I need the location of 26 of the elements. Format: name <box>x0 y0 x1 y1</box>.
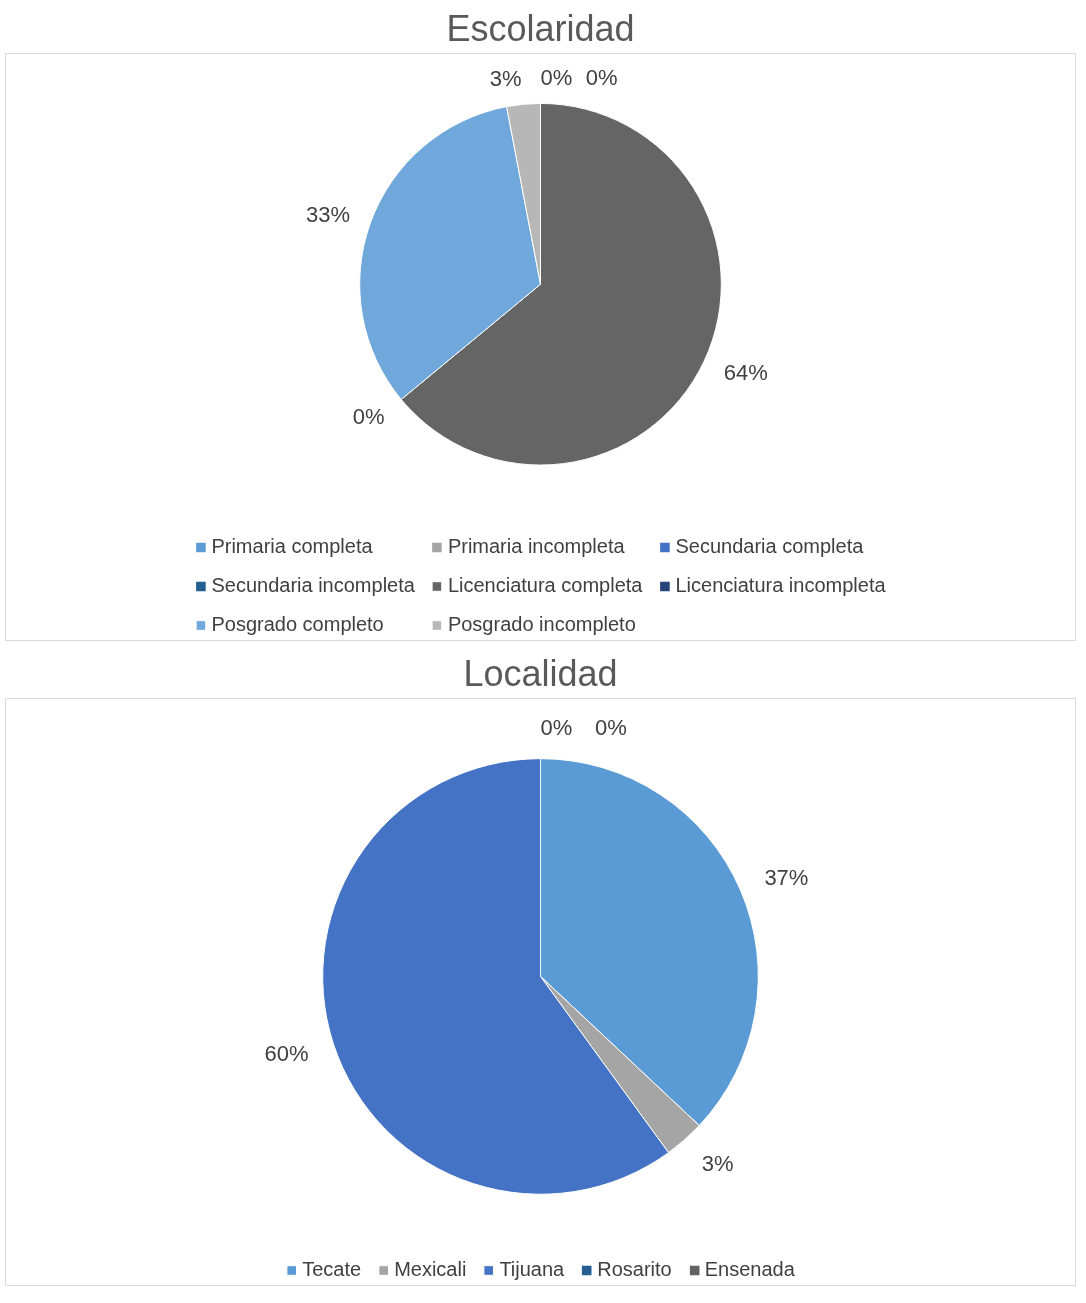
data-label: 64% <box>723 359 768 385</box>
legend-label: Posgrado incompleto <box>447 613 636 636</box>
data-label: 3% <box>489 65 522 91</box>
text: 0% <box>540 714 573 740</box>
data-label: 37% <box>764 865 809 891</box>
legend-label: Primaria incompleta <box>447 535 625 558</box>
text: 0% <box>540 65 573 90</box>
text: 0% <box>352 403 385 429</box>
legend-label: Licenciatura incompleta <box>675 574 886 597</box>
data-label: 33% <box>305 201 350 227</box>
data-label: 60% <box>264 1040 309 1066</box>
legend-label: Rosarito <box>597 1258 672 1281</box>
text: 0% <box>585 65 618 90</box>
legend-label: Mexicali <box>394 1258 467 1281</box>
legend-label: Ensenada <box>704 1258 795 1281</box>
chart-title: Localidad <box>463 652 618 694</box>
legend-label: Primaria completa <box>211 535 373 558</box>
data-label: 3% <box>701 1150 734 1176</box>
legend-label: Licenciatura completa <box>447 574 643 597</box>
legend-label: Tecate <box>302 1258 362 1281</box>
chart-title: Escolaridad <box>446 7 635 49</box>
text: 0% <box>594 714 627 740</box>
legend-label: Secundaria completa <box>675 535 864 558</box>
legend-label: Tijuana <box>499 1258 565 1281</box>
legend-label: Secundaria incompleta <box>211 574 415 597</box>
legend-label: Posgrado completo <box>211 613 384 636</box>
